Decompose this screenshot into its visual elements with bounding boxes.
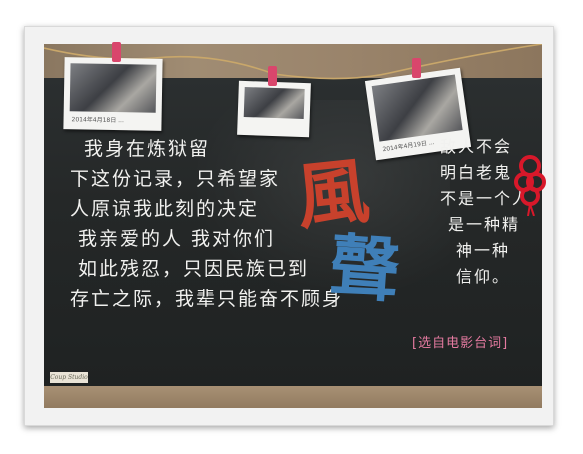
polaroid-photo-middle bbox=[237, 80, 311, 138]
quote-line: 我亲爱的人 我对你们 bbox=[78, 228, 276, 250]
handwritten-quote: 我身在炼狱留 下这份记录，只希望家 人原谅我此刻的决定 我亲爱的人 我对你们 如… bbox=[70, 134, 343, 314]
photo-caption bbox=[245, 121, 301, 133]
handwritten-side-quote: 敌人不会 明白老鬼 不是一个人 是一种精 神一种 信仰。 bbox=[440, 134, 530, 290]
source-note: [选自电影台词] bbox=[412, 336, 509, 351]
quote-line: 下这份记录，只希望家 bbox=[70, 168, 281, 190]
quote-line: 存亡之际，我辈只能奋不顾身 bbox=[70, 288, 344, 310]
side-quote-line: 不是一个人 bbox=[440, 189, 531, 208]
group-photo bbox=[243, 86, 305, 120]
chalk-rail bbox=[44, 386, 542, 408]
group-photo bbox=[371, 74, 463, 142]
quote-line: 人原谅我此刻的决定 bbox=[70, 198, 260, 220]
movie-title-art: 風 聲 bbox=[292, 135, 446, 312]
quote-line: 如此残忍，只因民族已到 bbox=[78, 258, 310, 280]
studio-logo-tag: Coup Studio bbox=[50, 372, 88, 383]
side-quote-line: 神一种 bbox=[456, 241, 511, 260]
chinese-knot-icon bbox=[514, 155, 546, 216]
clothespin-icon bbox=[412, 58, 421, 78]
side-quote-line: 敌人不会 bbox=[440, 137, 513, 156]
group-photo bbox=[69, 63, 157, 113]
title-char-sheng: 聲 bbox=[326, 224, 403, 313]
side-quote-line: 明白老鬼 bbox=[440, 163, 513, 182]
polaroid-photo-left: 2014年4月18日 ... bbox=[63, 57, 163, 131]
side-quote-line: 信仰。 bbox=[456, 267, 511, 286]
clothespin-icon bbox=[112, 42, 121, 62]
clothespin-icon bbox=[268, 66, 277, 86]
photo-caption: 2014年4月18日 ... bbox=[71, 116, 124, 125]
quote-line: 我身在炼狱留 bbox=[84, 138, 211, 160]
side-quote-line: 是一种精 bbox=[448, 215, 521, 234]
